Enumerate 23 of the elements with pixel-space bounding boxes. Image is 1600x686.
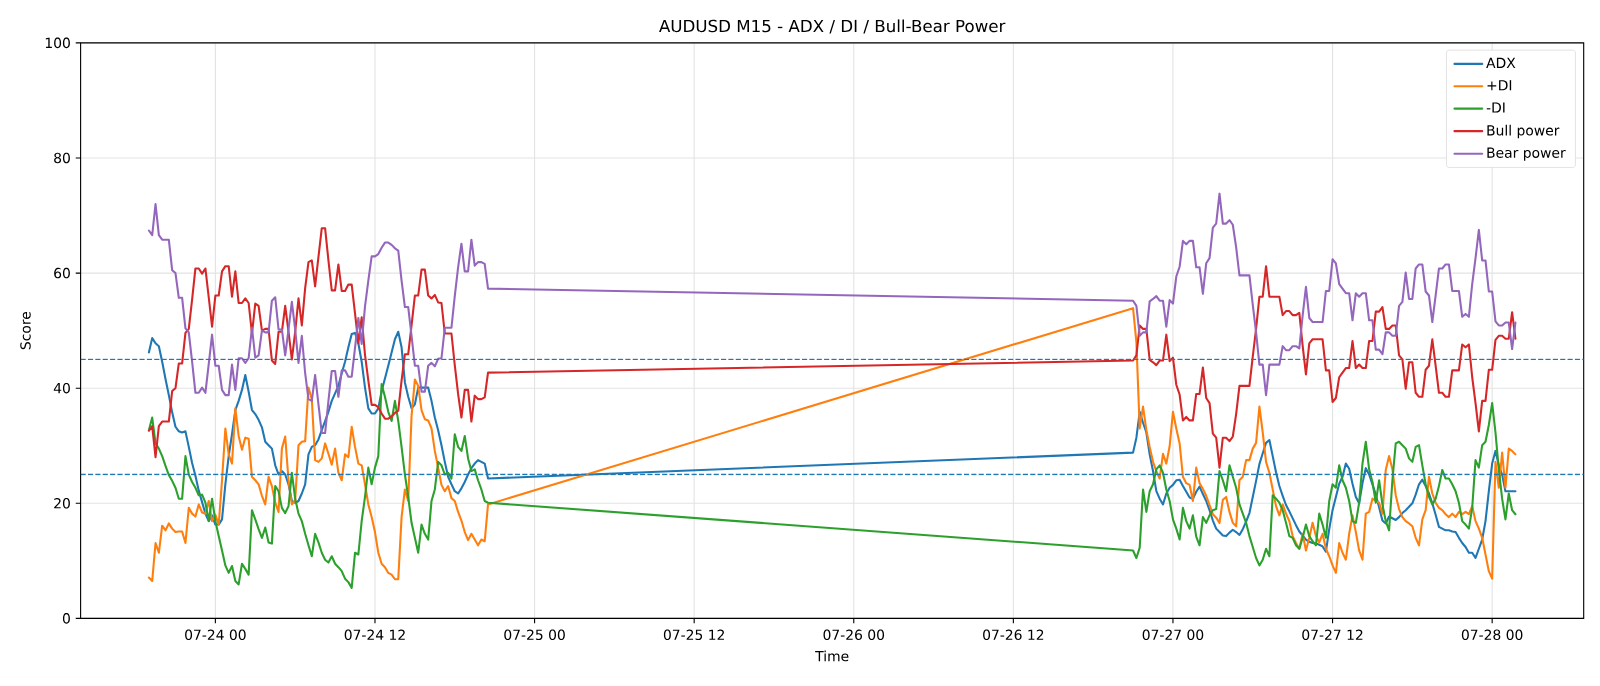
x-tick-label: 07-27 00 — [1142, 629, 1204, 641]
x-tick-label: 07-25 12 — [663, 629, 724, 641]
legend-label: +DI — [1487, 80, 1512, 91]
x-tick-label: 07-25 00 — [504, 629, 565, 641]
chart-title: AUDUSD M15 - ADX / DI / Bull-Bear Power — [659, 19, 1006, 34]
x-tick-label: 07-24 00 — [185, 629, 246, 641]
x-tick-label: 07-24 12 — [344, 629, 405, 641]
x-tick-label: 07-27 12 — [1302, 629, 1363, 641]
y-axis-title: Score — [20, 311, 31, 350]
y-tick-label: 60 — [54, 267, 70, 279]
legend-label: Bull power — [1487, 124, 1560, 139]
y-tick-label: 80 — [54, 152, 70, 164]
y-tick-label: 40 — [53, 382, 70, 394]
legend-label: -DI — [1486, 102, 1505, 113]
x-tick-label: 07-28 00 — [1461, 629, 1523, 641]
legend-label: ADX — [1486, 57, 1516, 68]
x-tick-label: 07-26 12 — [983, 629, 1044, 641]
x-tick-label: 07-26 00 — [823, 629, 885, 641]
y-tick-label: 100 — [45, 37, 70, 49]
x-axis-title: Time — [815, 650, 849, 662]
y-tick-label: 0 — [62, 613, 70, 624]
y-tick-label: 20 — [54, 498, 70, 509]
legend-label: Bear power — [1487, 147, 1566, 161]
